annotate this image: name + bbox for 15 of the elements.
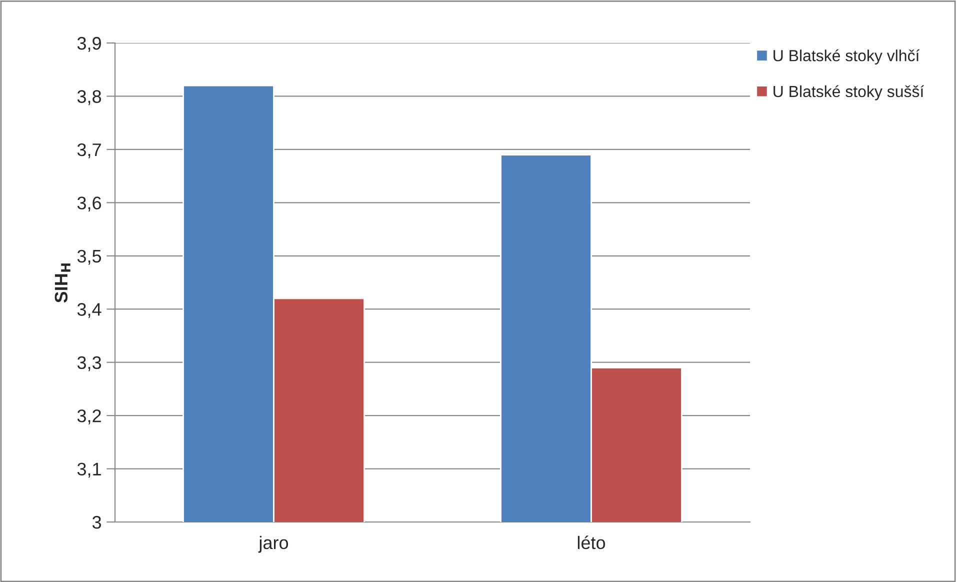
x-tick-label: léto [578,536,606,550]
x-tick-label: jaro [258,536,288,553]
y-tick-label: 3,8 [77,90,102,106]
y-tick-label: 3,3 [77,356,102,372]
y-tick-label: 3,1 [77,462,101,478]
y-axis-title: SIH$_{H}$ [54,263,70,303]
y-tick-label: 3,5 [77,250,102,265]
y-tick-label: 3,6 [77,196,102,212]
y-tick-label: 3 [92,516,102,529]
y-tick-label: 3,7 [77,143,101,158]
y-tick-label: 3,2 [77,409,101,424]
legend-label: U Blatské stoky vlhčí [774,49,920,64]
y-tick-label: 3,4 [77,303,102,318]
y-tick-label: 3,9 [77,36,101,52]
legend-label: U Blatské stoky sušší [774,85,924,100]
